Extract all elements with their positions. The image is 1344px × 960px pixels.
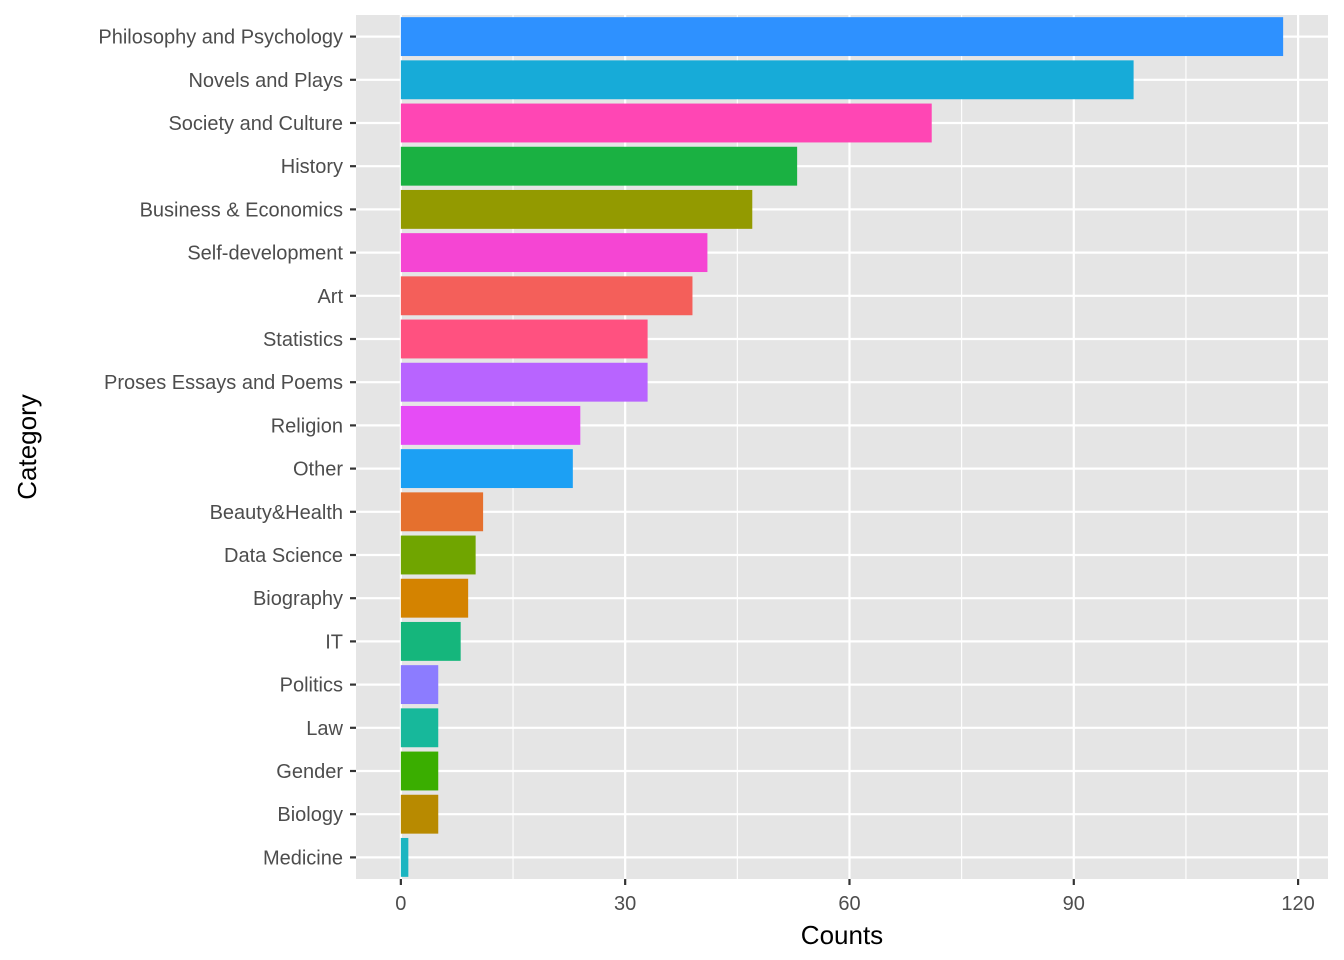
bar [400,405,581,445]
y-tick-label: Medicine [263,847,343,869]
y-tick-label: Politics [280,675,343,697]
y-tick-label: Gender [276,761,343,783]
bar [400,362,648,402]
bar [400,449,573,489]
bar [400,751,439,791]
y-tick-label: Data Science [224,545,343,567]
bar [400,319,648,359]
y-tick-label: Other [293,459,343,481]
y-tick-label: Novels and Plays [188,70,343,92]
bar [400,492,484,532]
y-tick-label: Art [317,286,343,308]
x-tick-label: 120 [1281,893,1314,915]
bar [400,146,798,186]
y-tick-label: Society and Culture [168,113,343,135]
bar [400,535,476,575]
bar [400,578,469,618]
x-axis: 0 30 60 90 120 [395,879,1315,915]
y-tick-label: Biography [253,588,343,610]
bar [400,837,409,877]
y-axis-title: Category [12,394,42,500]
bar [400,276,693,316]
y-tick-label: Proses Essays and Poems [104,372,343,394]
x-tick-label: 30 [614,893,636,915]
y-tick-label: IT [325,631,343,653]
y-tick-label: Self-development [187,243,343,265]
x-tick-label: 60 [838,893,860,915]
bar [400,708,439,748]
bar [400,60,1134,100]
plot-panel [356,15,1328,879]
y-tick-label: Philosophy and Psychology [98,27,343,49]
bar [400,621,461,661]
y-tick-label: Biology [277,804,343,826]
bar [400,794,439,834]
bar [400,189,753,229]
bar [400,233,708,273]
y-tick-label: History [281,156,343,178]
y-tick-label: Statistics [263,329,343,351]
y-tick-label: Beauty&Health [210,502,343,524]
bars [400,17,1284,877]
y-tick-label: Law [306,718,343,740]
x-tick-label: 0 [395,893,406,915]
x-tick-label: 90 [1063,893,1085,915]
y-tick-label: Religion [271,415,343,437]
y-axis: Philosophy and Psychology Novels and Play… [98,27,356,869]
x-axis-title: Counts [801,920,883,950]
bar [400,665,439,705]
bar [400,17,1284,57]
bar [400,103,932,143]
y-tick-label: Business & Economics [140,199,343,221]
